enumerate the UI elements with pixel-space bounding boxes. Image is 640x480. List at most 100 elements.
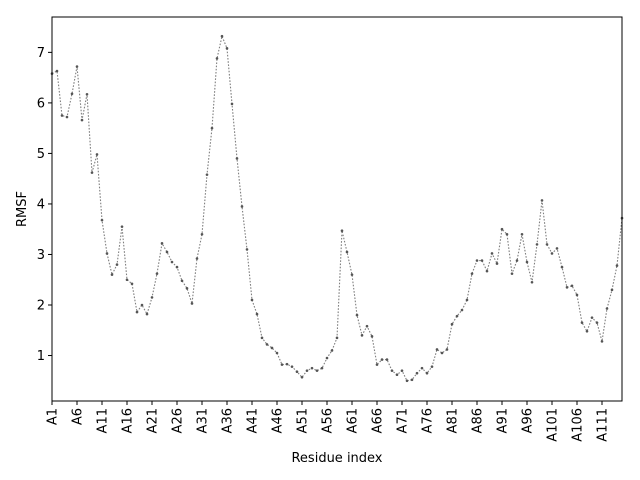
data-point	[155, 272, 159, 275]
data-point	[55, 69, 59, 73]
data-point	[200, 232, 204, 236]
data-point	[550, 252, 554, 255]
x-tick-label: A1	[46, 408, 61, 425]
data-point	[80, 118, 84, 122]
y-tick-label: 3	[37, 248, 45, 263]
x-tick-label: A6	[71, 408, 86, 425]
x-tick-label: A46	[271, 408, 286, 433]
data-point	[265, 343, 269, 346]
data-point	[330, 349, 334, 352]
data-point	[535, 243, 539, 246]
data-point	[110, 273, 114, 276]
x-tick-label: A31	[196, 408, 211, 433]
data-point	[220, 34, 224, 38]
data-point	[580, 321, 584, 324]
data-point	[560, 265, 564, 269]
y-tick-label: 6	[37, 96, 45, 111]
data-point	[170, 260, 174, 264]
data-point	[440, 351, 444, 355]
y-tick-label: 4	[37, 197, 45, 212]
data-point	[230, 102, 234, 106]
data-point	[135, 310, 139, 314]
data-point	[70, 92, 74, 96]
x-tick-label: A96	[521, 408, 536, 433]
data-point	[505, 232, 509, 236]
data-point	[310, 366, 314, 370]
data-point	[325, 356, 329, 360]
data-point	[205, 173, 209, 176]
y-tick-label: 5	[37, 147, 45, 162]
data-point	[260, 336, 264, 340]
x-tick-label: A26	[171, 408, 186, 433]
data-point	[165, 250, 169, 254]
x-tick-label: A21	[146, 408, 161, 433]
data-point	[615, 264, 619, 267]
x-tick-label: A101	[546, 408, 561, 442]
data-point	[295, 370, 299, 373]
data-point	[500, 227, 504, 231]
x-tick-label: A11	[96, 408, 111, 433]
data-point	[390, 369, 394, 372]
data-point	[595, 321, 599, 324]
data-point	[285, 362, 289, 366]
x-tick-label: A106	[571, 408, 586, 442]
data-point	[190, 302, 194, 305]
data-point	[465, 298, 469, 302]
data-point	[100, 218, 104, 222]
data-point	[125, 278, 129, 282]
y-tick-label: 7	[37, 46, 45, 61]
data-point	[245, 248, 249, 251]
x-tick-label: A76	[421, 408, 436, 433]
x-tick-label: A91	[496, 408, 511, 433]
x-axis-label: Residue index	[291, 451, 382, 466]
data-point	[545, 243, 549, 246]
data-point	[430, 365, 434, 368]
data-point	[530, 280, 534, 284]
plot-frame	[51, 16, 623, 402]
data-point	[300, 375, 304, 379]
data-point	[370, 335, 374, 338]
x-tick-label: A56	[321, 408, 336, 433]
data-point	[270, 346, 274, 350]
y-tick-label: 1	[37, 349, 45, 364]
data-point	[85, 93, 89, 96]
data-point	[525, 260, 529, 264]
data-point	[450, 322, 454, 326]
data-point	[365, 324, 369, 328]
data-point	[175, 265, 179, 269]
data-point	[75, 65, 79, 68]
data-point	[485, 269, 489, 273]
data-point	[415, 371, 419, 375]
axes: 1 2 3 4 5 6 7 A1 A6 A11 A16 A21 A26 A31 A36 A41 A46 A51 A5…	[37, 16, 623, 442]
x-tick-label: A61	[346, 408, 361, 433]
x-tick-label: A36	[221, 408, 236, 433]
data-point	[115, 263, 119, 266]
data-point	[185, 287, 189, 290]
data-point	[215, 57, 219, 60]
data-point	[350, 273, 354, 276]
data-point	[410, 378, 414, 382]
data-point	[340, 229, 344, 233]
data-point	[335, 336, 339, 340]
data-point	[510, 272, 514, 275]
data-point	[345, 250, 349, 254]
data-point	[160, 242, 164, 245]
data-point	[395, 373, 399, 377]
data-point	[420, 366, 424, 370]
data-point	[105, 252, 109, 255]
data-point	[225, 47, 229, 50]
x-tick-label: A81	[446, 408, 461, 433]
data-point	[555, 247, 559, 250]
data-point	[540, 199, 544, 202]
data-point	[520, 232, 524, 236]
data-point	[610, 288, 614, 292]
data-point	[60, 114, 64, 117]
data-point	[575, 293, 579, 297]
x-tick-label: A66	[371, 408, 386, 433]
data-point	[480, 259, 484, 262]
data-point	[445, 348, 449, 351]
data-point	[210, 126, 214, 130]
data-point	[455, 314, 459, 318]
